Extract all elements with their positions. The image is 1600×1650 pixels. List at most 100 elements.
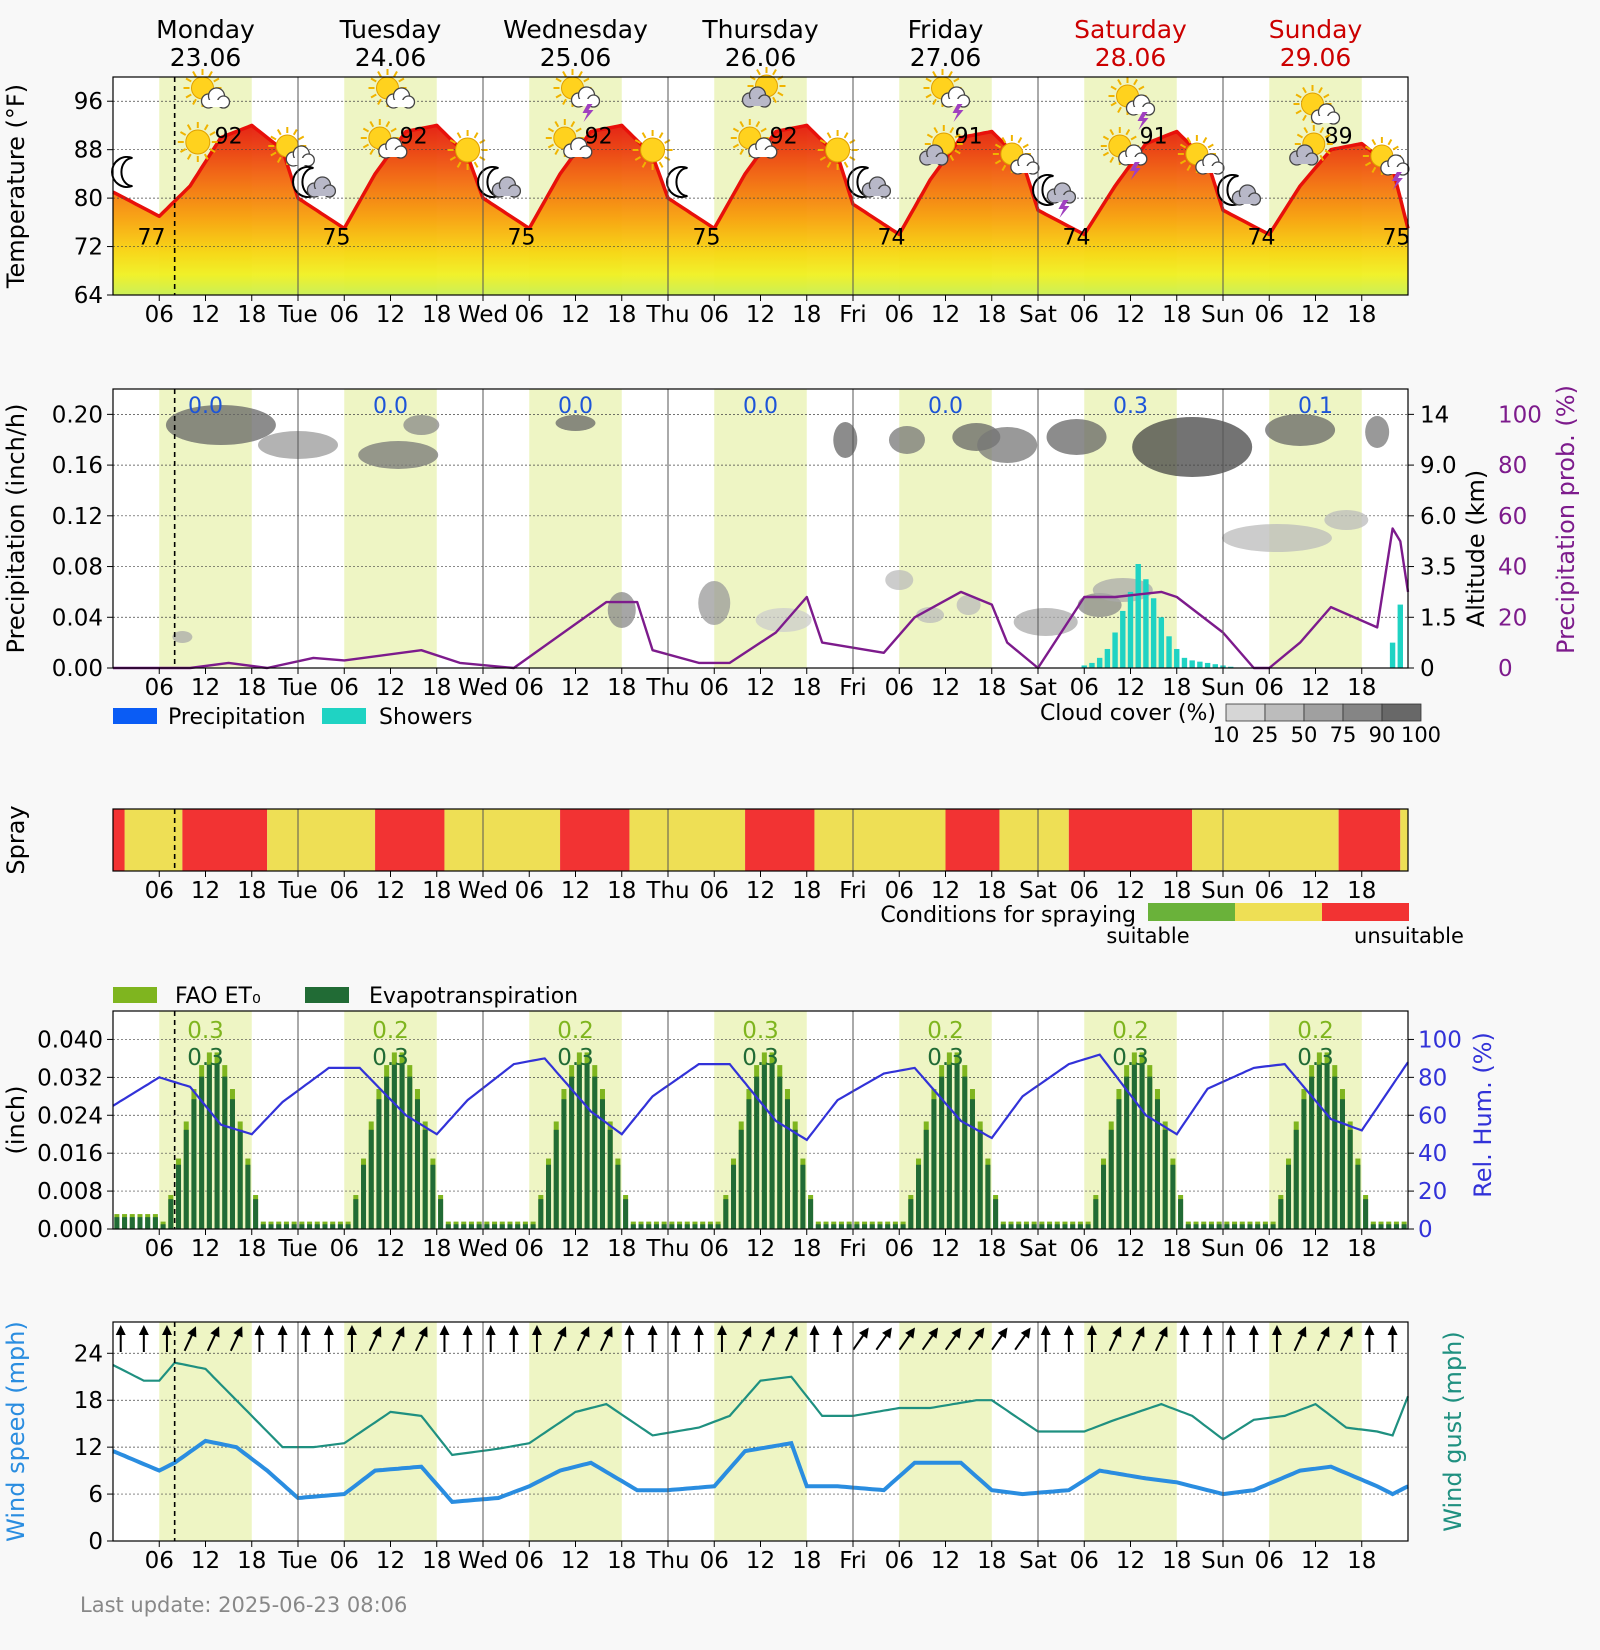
wind-direction-arrow	[368, 1326, 382, 1352]
daily-et-total: 0.3	[927, 1045, 964, 1071]
sun-ray	[925, 93, 932, 99]
evapotranspiration-bar	[345, 1224, 351, 1229]
daylight-band	[899, 1011, 992, 1229]
evapotranspiration-bar	[715, 1224, 721, 1229]
wind-direction-arrow	[553, 1326, 567, 1352]
arrow-head	[1271, 1325, 1282, 1335]
evapotranspiration-bar	[869, 1224, 875, 1229]
sun-ray	[1117, 79, 1122, 86]
temp-max-label: 92	[400, 125, 428, 150]
evapotranspiration-bar	[769, 1064, 775, 1229]
x-tick-label: 06	[885, 878, 914, 904]
arrow-head	[1364, 1325, 1375, 1335]
arrow-head	[1387, 1325, 1398, 1335]
cloud-icon	[748, 137, 778, 159]
y-tick-label: 18	[74, 1388, 103, 1414]
x-tick-label: Tue	[277, 1548, 317, 1574]
sun-ray	[1295, 93, 1302, 99]
evapotranspiration-bar	[1339, 1099, 1345, 1229]
wind-direction-arrow	[944, 1327, 962, 1351]
evapotranspiration-bar	[206, 1064, 212, 1229]
arrow-head	[508, 1325, 519, 1335]
evapotranspiration-bar	[291, 1224, 297, 1229]
arrow-head	[1063, 1325, 1074, 1335]
sun-ray	[1295, 109, 1302, 115]
cloud-base	[383, 150, 402, 157]
x-tick-label: 06	[330, 675, 359, 701]
wind-gust-axis-label: Wind gust (mph)	[1439, 1331, 1467, 1531]
daily-et-total: 0.3	[742, 1045, 779, 1071]
arrow-head	[624, 1325, 635, 1335]
spray-segment	[1038, 809, 1069, 871]
arrow-head	[928, 1327, 939, 1339]
daylight-band	[1084, 1322, 1177, 1541]
sun-ray	[1001, 164, 1007, 171]
x-tick-label: 12	[1301, 878, 1330, 904]
cloud-base	[867, 189, 886, 196]
sun-ray	[1302, 87, 1307, 94]
daily-fao-total: 0.2	[1112, 1018, 1149, 1044]
evapotranspiration-bar	[630, 1224, 636, 1229]
wind-direction-arrow	[508, 1325, 519, 1352]
evapotranspiration-bar	[276, 1224, 282, 1229]
evapotranspiration-bar	[1286, 1164, 1292, 1229]
daily-et-total: 0.3	[1297, 1045, 1334, 1071]
evapotranspiration-bar	[1355, 1164, 1361, 1229]
x-tick-label: Fri	[839, 302, 866, 328]
sun-ray	[819, 156, 826, 161]
sun-ray	[732, 127, 740, 133]
cloud-cover-swatch	[1381, 703, 1422, 722]
temp-min-label: 74	[878, 226, 906, 251]
evapotranspiration-bar	[114, 1217, 120, 1229]
sun-ray	[1001, 137, 1007, 144]
cloud-icon	[563, 137, 593, 159]
day-name: Monday	[156, 15, 255, 44]
shower-bar	[1089, 662, 1095, 668]
x-tick-label: 18	[792, 878, 821, 904]
evapotranspiration-bar	[607, 1129, 613, 1229]
wind-direction-arrow	[531, 1325, 542, 1352]
sun-ray	[1117, 106, 1122, 113]
evapotranspiration-bar	[584, 1064, 590, 1229]
temp-min-label: 77	[138, 226, 166, 251]
lightning-icon	[582, 104, 594, 122]
evapotranspiration-bar	[800, 1164, 806, 1229]
sun-ray	[634, 139, 641, 144]
x-tick-label: Fri	[839, 1236, 866, 1262]
evapotranspiration-bar	[969, 1099, 975, 1229]
daily-fao-total: 0.2	[557, 1018, 594, 1044]
evapotranspiration-bar	[214, 1064, 220, 1229]
wind-direction-arrow	[968, 1327, 985, 1351]
y-tick-label: 0.008	[37, 1179, 103, 1205]
y-tick-label: 96	[74, 89, 103, 115]
wind-direction-arrow	[439, 1325, 450, 1352]
moon-icon	[666, 166, 688, 198]
sun-ray	[186, 124, 192, 131]
x-tick-label: 06	[330, 878, 359, 904]
x-tick-label: 06	[330, 1548, 359, 1574]
sun-ray	[932, 98, 937, 105]
evapotranspiration-bar	[1070, 1224, 1076, 1229]
temp-min-label: 75	[323, 226, 351, 251]
sun-ray	[1323, 93, 1330, 99]
evapotranspiration-bar	[592, 1076, 598, 1229]
wind-direction-arrow	[1014, 1327, 1031, 1351]
sun-ray	[1102, 151, 1110, 157]
daylight-band	[714, 1011, 807, 1229]
x-tick-label: 06	[515, 302, 544, 328]
evapotranspiration-bar	[152, 1217, 158, 1229]
spray-segment	[745, 809, 815, 871]
humidity-axis-label: Rel. Hum. (%)	[1469, 1032, 1497, 1198]
cloud-base	[1015, 166, 1034, 173]
lightning-icon	[1391, 172, 1403, 190]
y-tick-label: 0.00	[52, 656, 103, 682]
evapotranspiration-bar	[330, 1224, 336, 1229]
daily-et-total: 0.3	[372, 1045, 409, 1071]
evapotranspiration-bar	[1278, 1199, 1284, 1229]
evapotranspiration-bar	[1301, 1099, 1307, 1229]
sun-ray	[213, 77, 220, 83]
wind-speed-axis-label: Wind speed (mph)	[2, 1321, 30, 1542]
sun-ray	[1179, 143, 1187, 149]
sun-icon	[177, 122, 218, 162]
y-tick-label: 24	[74, 1341, 103, 1367]
